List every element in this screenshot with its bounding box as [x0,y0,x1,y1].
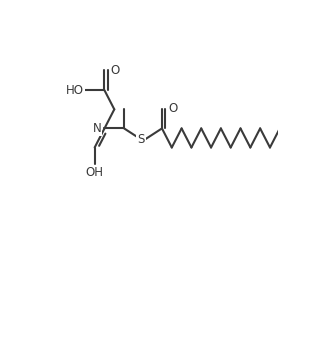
Text: OH: OH [86,166,104,179]
Text: O: O [168,102,177,115]
Text: O: O [111,64,120,77]
Text: N: N [93,122,101,135]
Text: HO: HO [66,84,84,97]
Text: S: S [138,133,145,146]
